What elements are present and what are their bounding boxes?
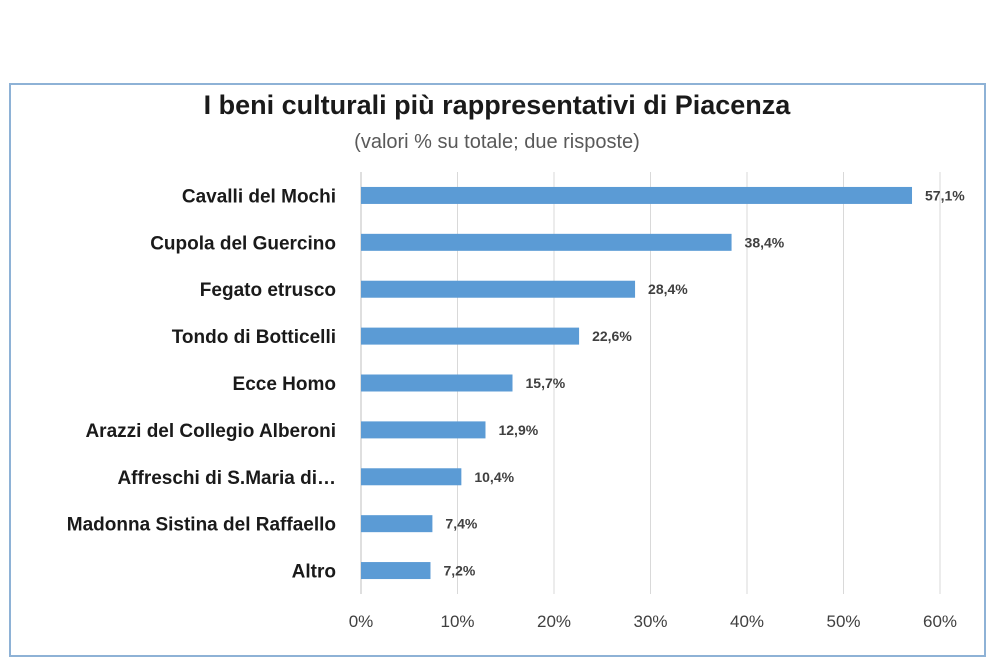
value-label: 15,7% [526,375,566,391]
bar [361,327,580,345]
value-label: 57,1% [925,187,965,203]
x-tick-label: 60% [923,612,957,631]
bar [361,562,431,580]
x-tick-label: 0% [349,612,374,631]
x-tick-label: 10% [440,612,474,631]
bar [361,186,913,204]
x-tick-label: 30% [633,612,667,631]
bar [361,515,433,533]
bar [361,280,636,298]
chart-frame [9,83,986,657]
value-label: 28,4% [648,281,688,297]
x-tick-label: 20% [537,612,571,631]
bar [361,421,486,439]
value-label: 10,4% [474,469,514,485]
value-label: 12,9% [498,422,538,438]
category-label: Altro [292,562,336,583]
category-label: Ecce Homo [233,374,336,395]
chart-title: I beni culturali più rappresentativi di … [203,90,791,120]
value-label: 38,4% [745,234,785,250]
category-label: Cupola del Guercino [150,233,336,254]
category-label: Tondo di Botticelli [172,327,336,348]
bar [361,374,513,392]
category-label: Affreschi di S.Maria di… [117,468,336,489]
bar [361,233,732,251]
value-label: 7,2% [443,563,475,579]
value-label: 7,4% [445,516,477,532]
bar [361,468,462,486]
value-label: 22,6% [592,328,632,344]
chart-subtitle: (valori % su totale; due risposte) [354,131,640,153]
category-label: Fegato etrusco [200,280,336,301]
category-label: Cavalli del Mochi [182,186,336,207]
category-label: Arazzi del Collegio Alberoni [85,421,336,442]
x-tick-label: 40% [730,612,764,631]
category-label: Madonna Sistina del Raffaello [67,515,336,536]
x-tick-label: 50% [826,612,860,631]
